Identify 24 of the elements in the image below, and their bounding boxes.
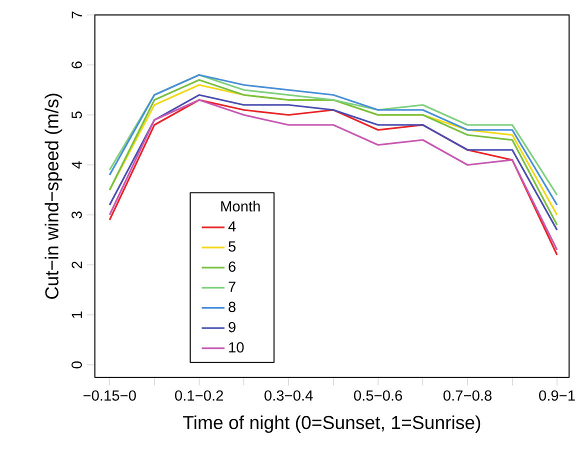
y-tick-label: 0 — [72, 361, 82, 368]
y-tick-label: 5 — [72, 111, 82, 118]
legend-label: 9 — [228, 322, 236, 332]
x-tick-label: 0.7−0.8 — [443, 390, 492, 401]
y-axis-title: Cut−in wind−speed (m/s) — [44, 94, 62, 299]
legend-label: 7 — [228, 282, 236, 292]
legend-title: Month — [221, 200, 260, 212]
y-tick-label: 1 — [72, 311, 82, 318]
y-tick-label: 4 — [72, 161, 82, 169]
x-tick-label: 0.9−1 — [539, 390, 575, 401]
y-tick-label: 3 — [72, 211, 82, 218]
legend-label: 6 — [228, 261, 236, 272]
legend-label: 8 — [228, 302, 236, 312]
legend-label: 5 — [228, 241, 236, 252]
y-tick-label: 2 — [72, 261, 82, 268]
x-axis-title: Time of night (0=Sunset, 1=Sunrise) — [183, 415, 480, 433]
legend-label: 10 — [229, 342, 244, 352]
y-tick-label: 7 — [72, 12, 82, 18]
y-tick-label: 6 — [72, 61, 82, 68]
x-tick-label: 0.5−0.6 — [354, 390, 402, 401]
x-tick-label: −0.15−0 — [83, 390, 136, 401]
legend-label: 4 — [228, 221, 236, 232]
x-tick-label: 0.1−0.2 — [175, 390, 224, 401]
x-tick-label: 0.3−0.4 — [264, 390, 313, 401]
